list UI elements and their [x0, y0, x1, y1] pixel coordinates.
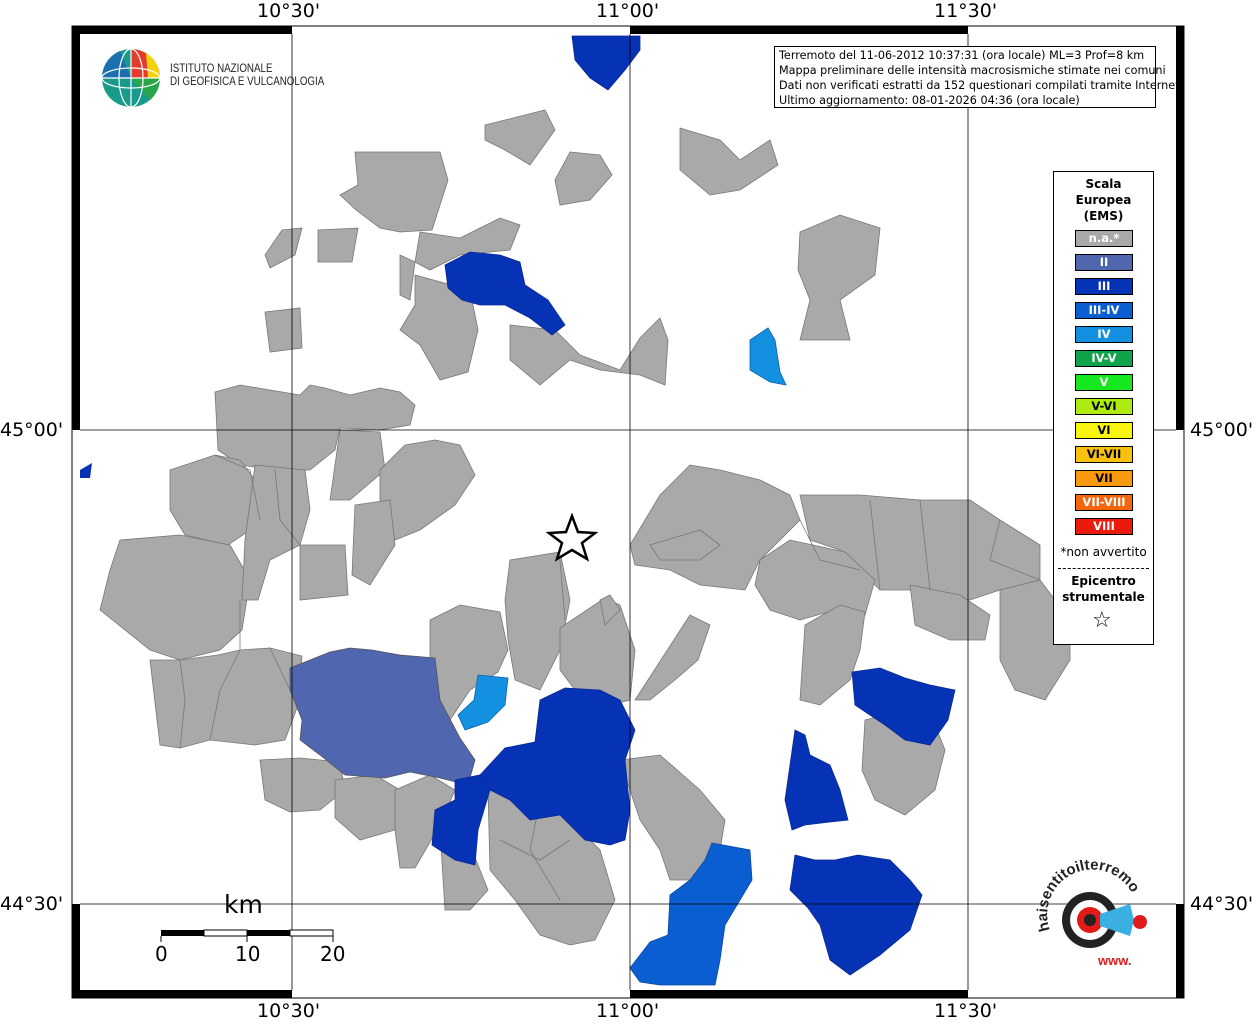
legend-swatch-iii-iv: III-IV	[1075, 302, 1133, 319]
legend-title-3: (EMS)	[1083, 209, 1124, 223]
legend-swatch-v-vi: V-VI	[1075, 398, 1133, 415]
legend-swatch-v: V	[1075, 374, 1133, 391]
legend-swatch-iv-v: IV-V	[1075, 350, 1133, 367]
lon-tick-1130-bottom: 11°30'	[934, 1000, 998, 1022]
event-info-line1: Terremoto del 11-06-2012 10:37:31 (ora l…	[779, 49, 1145, 62]
municipalities-iii	[431, 35, 956, 976]
globe-icon	[101, 48, 161, 108]
scale-label-0: 0	[155, 942, 168, 966]
brand-www: www.	[1097, 953, 1131, 968]
scale-label-20: 20	[320, 942, 346, 966]
legend-swatch-viii: VIII	[1075, 518, 1133, 535]
scale-label-10: 10	[235, 942, 261, 966]
legend-epicenter-1: Epicentro	[1071, 574, 1136, 588]
lon-tick-1030-top: 10°30'	[257, 0, 321, 22]
logo-line2: DI GEOFISICA E VULCANOLOGIA	[170, 76, 325, 88]
scale-bar: km 0 10 20	[150, 890, 370, 970]
municipalities-iv	[457, 327, 787, 731]
ingv-logo: ISTITUTO NAZIONALE DI GEOFISICA E VULCAN…	[100, 47, 324, 111]
lat-tick-4430-right: 44°30'	[1190, 893, 1254, 915]
legend-note: *non avvertito	[1060, 545, 1147, 559]
legend-swatch-n-a: n.a.*	[1075, 230, 1133, 247]
graticule	[80, 34, 1176, 990]
lon-tick-1130-top: 11°30'	[934, 0, 998, 22]
epicenter-star	[545, 512, 599, 562]
event-info-line2: Mappa preliminare delle intensità macros…	[779, 64, 1166, 77]
map-frame	[72, 26, 1184, 998]
legend-swatch-iv: IV	[1075, 326, 1133, 343]
event-info-line4: Ultimo aggiornamento: 08-01-2026 04:36 (…	[779, 94, 1080, 107]
legend-swatch-vii: VII	[1075, 470, 1133, 487]
legend-swatch-vi: VI	[1075, 422, 1133, 439]
lat-tick-4500-left: 45°00'	[0, 419, 64, 441]
ems-legend: Scala Europea (EMS) n.a.* II III III-IV IV IV…	[1053, 171, 1154, 645]
lon-tick-1100-top: 11°00'	[596, 0, 660, 22]
haisentito-logo: haisentitoilterremoto.it www.	[1025, 847, 1160, 980]
lon-tick-1100-bottom: 11°00'	[596, 1000, 660, 1022]
legend-divider	[1058, 568, 1149, 569]
legend-swatch-ii: II	[1075, 254, 1133, 271]
legend-swatch-vi-vii: VI-VII	[1075, 446, 1133, 463]
haisentito-icon: haisentitoilterremoto.it www.	[1025, 847, 1147, 968]
lon-tick-1030-bottom: 10°30'	[257, 1000, 321, 1022]
legend-star-icon: ☆	[1092, 608, 1112, 633]
scale-title: km	[224, 890, 263, 919]
lat-tick-4430-left: 44°30'	[0, 893, 64, 915]
legend-title-2: Europea	[1075, 193, 1132, 207]
scale-bar-graphic	[160, 929, 334, 942]
event-info-box: Terremoto del 11-06-2012 10:37:31 (ora l…	[774, 46, 1184, 108]
municipalities-iii-iv	[629, 842, 753, 986]
event-info-line3: Dati non verificati estratti da 152 ques…	[779, 79, 1184, 92]
municipalities-na	[99, 109, 1071, 946]
lat-tick-4500-right: 45°00'	[1190, 419, 1254, 441]
legend-swatch-iii: III	[1075, 278, 1133, 295]
legend-epicenter-2: strumentale	[1062, 590, 1145, 604]
logo-line1: ISTITUTO NAZIONALE	[170, 63, 273, 75]
legend-title-1: Scala	[1085, 177, 1122, 191]
edge-municipality	[80, 463, 92, 478]
legend-swatch-vii-viii: VII-VIII	[1075, 494, 1133, 511]
